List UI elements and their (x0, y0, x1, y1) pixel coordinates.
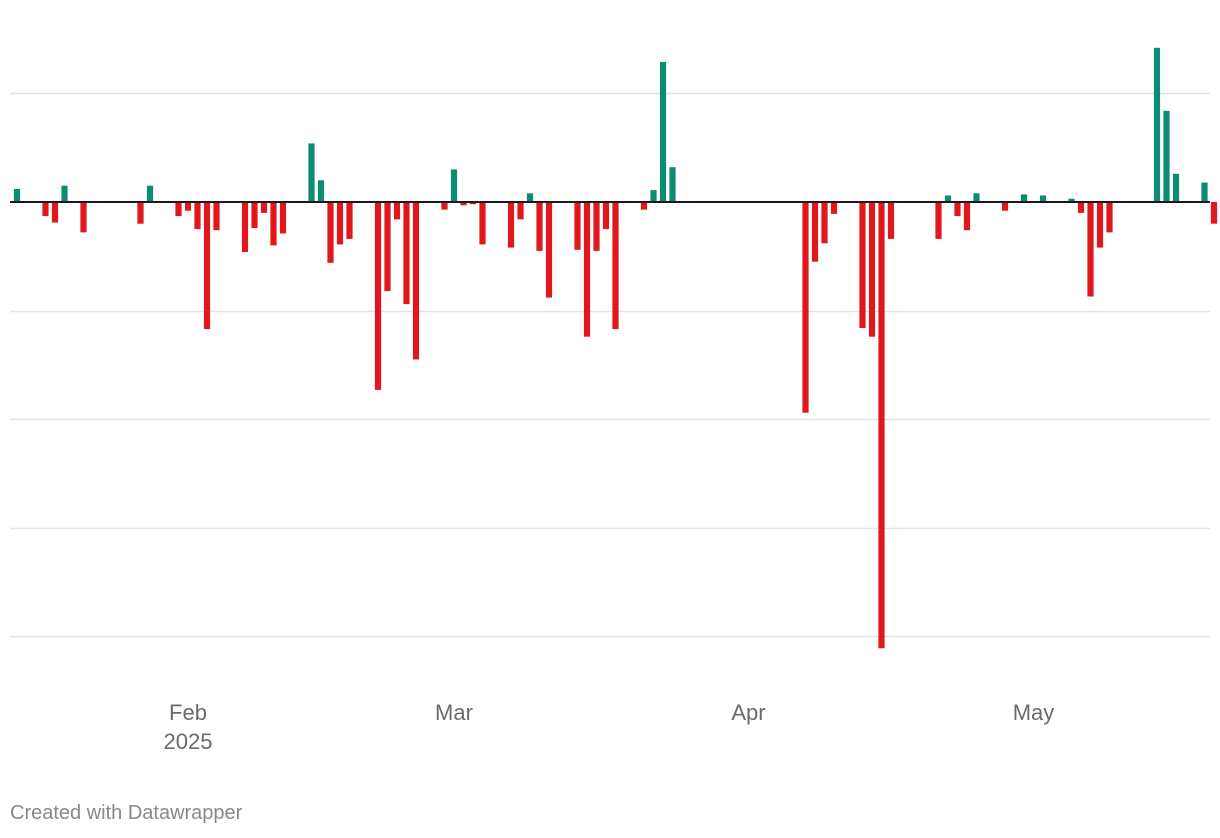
bar-positive (944, 195, 952, 202)
bar-negative (194, 202, 201, 230)
bar-negative (270, 202, 277, 246)
bar-positive (1068, 198, 1075, 202)
bar-negative (479, 202, 486, 245)
bar-negative (887, 202, 895, 239)
bar-negative (469, 202, 477, 205)
bar-negative (1001, 202, 1009, 211)
bar-negative (602, 202, 610, 230)
bar-negative (640, 202, 648, 210)
bar-negative (1106, 202, 1113, 233)
bar-negative (213, 202, 220, 231)
bar-negative (336, 202, 344, 245)
bar-negative (241, 202, 249, 252)
bar-positive (1153, 47, 1161, 202)
bar-negative (878, 202, 885, 649)
bar-negative (954, 202, 961, 217)
bar-negative (1096, 202, 1104, 248)
x-tick-label: Feb (169, 700, 207, 725)
gridlines (10, 92, 1210, 638)
bar-negative (536, 202, 543, 251)
bar-positive (61, 185, 68, 202)
bar-negative (830, 202, 838, 214)
bar-negative (251, 202, 258, 229)
bar-negative (184, 202, 192, 211)
bar-negative (517, 202, 524, 220)
bar-negative (1087, 202, 1094, 297)
bar-positive (308, 143, 315, 202)
bar-negative (963, 202, 971, 231)
credit-text: Created with Datawrapper (10, 802, 243, 824)
bar-positive (650, 190, 657, 202)
x-axis-ticks: Feb 2025 Mar Apr May (164, 700, 1055, 754)
bar-negative (545, 202, 553, 298)
bar-negative (441, 202, 448, 210)
bar-negative (412, 202, 420, 360)
bars (13, 47, 1218, 649)
bar-negative (137, 202, 144, 224)
bar-positive (973, 193, 980, 202)
bar-negative (80, 202, 87, 233)
bar-positive (146, 185, 154, 202)
bar-positive (1163, 110, 1170, 202)
bar-negative (507, 202, 515, 248)
bar-negative (374, 202, 382, 390)
bar-negative (346, 202, 353, 239)
bar-positive (526, 193, 534, 202)
bar-negative (260, 202, 268, 213)
bar-positive (450, 169, 458, 202)
bar-negative (51, 202, 59, 223)
x-tick-label: Mar (435, 700, 473, 725)
bar-negative (868, 202, 876, 337)
bar-negative (612, 202, 619, 330)
bar-positive (1020, 194, 1028, 202)
bar-negative (1210, 202, 1218, 224)
bar-negative (1077, 202, 1085, 213)
bar-positive (659, 61, 667, 203)
bar-negative (593, 202, 600, 251)
bar-positive (317, 180, 325, 202)
bar-negative (821, 202, 828, 244)
bar-negative (175, 202, 182, 217)
x-tick-label: May (1013, 700, 1055, 725)
bar-negative (42, 202, 49, 217)
bar-positive (1172, 173, 1180, 202)
bar-negative (460, 202, 467, 206)
bar-negative (574, 202, 581, 250)
bar-negative (393, 202, 401, 220)
bar-negative (403, 202, 410, 305)
bar-negative (279, 202, 287, 234)
bar-negative (811, 202, 819, 262)
bar-positive (13, 189, 21, 202)
bar-negative (327, 202, 334, 263)
bar-negative (859, 202, 866, 328)
bar-negative (802, 202, 809, 413)
bar-negative (203, 202, 211, 330)
x-tick-label: Apr (731, 700, 765, 725)
bar-positive (1039, 195, 1047, 202)
bar-negative (583, 202, 591, 337)
bar-negative (935, 202, 942, 239)
bar-negative (384, 202, 391, 292)
x-tick-year-label: 2025 (164, 729, 213, 754)
bar-positive (669, 167, 676, 202)
bar-positive (1201, 182, 1208, 202)
